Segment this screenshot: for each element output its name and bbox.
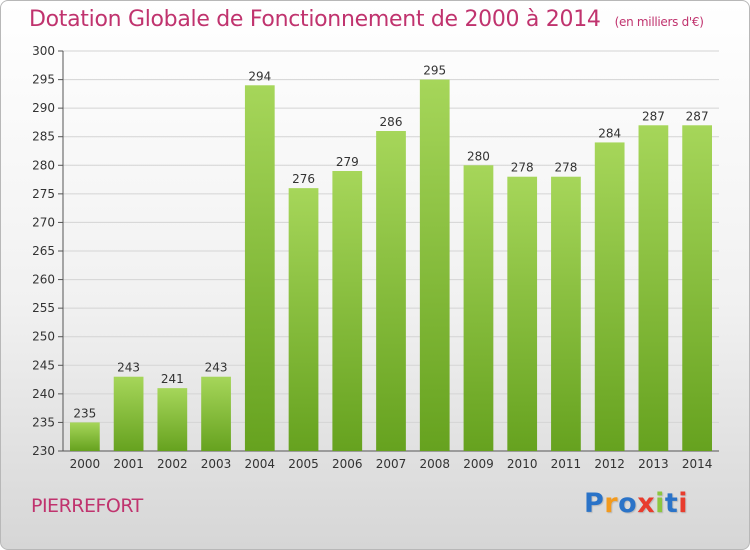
y-tick-label: 275 (32, 187, 55, 201)
y-tick-label: 265 (32, 244, 55, 258)
bar (69, 422, 100, 451)
data-label: 280 (467, 149, 490, 163)
bar (594, 142, 625, 451)
x-tick-label: 2001 (113, 457, 144, 471)
x-tick-label: 2002 (157, 457, 188, 471)
data-label: 235 (73, 406, 96, 420)
x-tick-label: 2013 (638, 457, 669, 471)
data-label: 295 (423, 64, 446, 78)
bar (288, 188, 319, 451)
logo-letter: x (637, 488, 656, 519)
town-name: PIERREFORT (31, 495, 143, 517)
logo-letter: i (655, 488, 665, 519)
bar (463, 165, 494, 452)
data-label: 278 (511, 161, 534, 175)
y-tick-label: 295 (32, 73, 55, 87)
y-tick-label: 255 (32, 301, 55, 315)
y-tick-label: 280 (32, 158, 55, 172)
x-tick-label: 2008 (419, 457, 450, 471)
data-label: 286 (380, 115, 403, 129)
x-tick-label: 2000 (70, 457, 101, 471)
y-tick-label: 230 (32, 444, 55, 458)
bar (201, 376, 231, 451)
y-tick-label: 270 (32, 215, 55, 229)
bar (507, 176, 538, 451)
bar (551, 176, 581, 451)
x-tick-label: 2004 (245, 457, 276, 471)
logo-letter: P (584, 488, 605, 519)
y-tick-label: 250 (32, 330, 55, 344)
x-tick-label: 2007 (376, 457, 407, 471)
data-label: 287 (642, 109, 665, 123)
y-tick-label: 290 (32, 101, 55, 115)
x-tick-label: 2009 (463, 457, 494, 471)
bar (244, 85, 275, 452)
x-tick-label: 2010 (507, 457, 538, 471)
bar (682, 125, 713, 452)
bar (113, 376, 144, 451)
x-tick-label: 2005 (288, 457, 319, 471)
logo-letter: r (604, 488, 619, 519)
bar (157, 388, 188, 451)
bar (332, 171, 363, 451)
data-label: 287 (686, 109, 709, 123)
data-label: 276 (292, 172, 315, 186)
data-label: 243 (117, 361, 140, 375)
bar (638, 125, 669, 452)
bars (69, 79, 713, 452)
data-label: 279 (336, 155, 359, 169)
data-label: 243 (205, 361, 228, 375)
logo-letter: i (678, 488, 689, 519)
data-label: 294 (248, 69, 271, 83)
y-tick-label: 235 (32, 415, 55, 429)
y-tick-label: 285 (32, 130, 55, 144)
data-label: 241 (161, 372, 184, 386)
x-tick-label: 2014 (682, 457, 713, 471)
data-label: 284 (598, 126, 621, 140)
chart-title-text: Dotation Globale de Fonctionnement de 20… (29, 7, 601, 32)
x-tick-label: 2006 (332, 457, 363, 471)
proxiti-logo[interactable]: Proxiti (584, 488, 688, 519)
chart-title: Dotation Globale de Fonctionnement de 20… (29, 7, 704, 32)
y-tick-label: 300 (32, 44, 55, 58)
logo-letter: o (618, 488, 638, 519)
data-label: 278 (554, 161, 577, 175)
y-tick-label: 260 (32, 273, 55, 287)
chart-unit: (en milliers d'€) (614, 15, 704, 29)
bar (419, 79, 450, 452)
x-tick-label: 2003 (201, 457, 232, 471)
y-tick-label: 240 (32, 387, 55, 401)
labels: 235 2000 243 2001 241 2002 243 2003 294 2004 276 20… (70, 64, 713, 471)
y-tick-label: 245 (32, 358, 55, 372)
x-tick-label: 2012 (594, 457, 625, 471)
logo-letter: t (664, 488, 679, 519)
bar (376, 131, 406, 451)
x-tick-label: 2011 (551, 457, 582, 471)
